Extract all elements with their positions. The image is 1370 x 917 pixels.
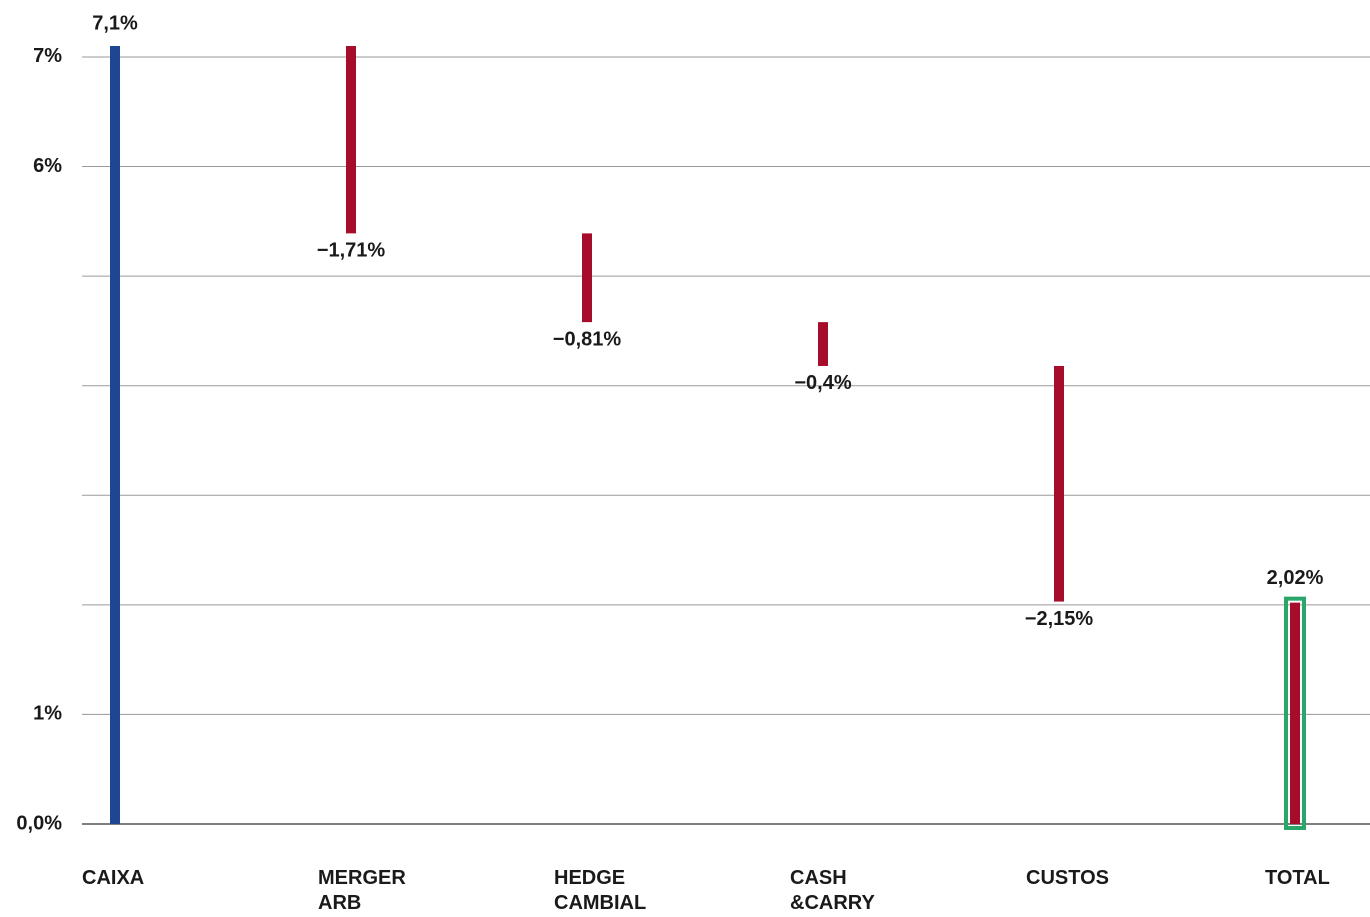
bar [1054, 365, 1064, 602]
y-tick-label: 1% [33, 703, 62, 725]
bar [346, 46, 356, 234]
value-label: −0,4% [794, 372, 851, 394]
x-tick-label: TOTAL [1265, 867, 1330, 889]
bar [582, 233, 592, 323]
x-tick-label: HEDGE CAMBIAL [554, 867, 647, 914]
y-tick-label: 0,0% [16, 812, 62, 834]
total-highlight [1284, 596, 1306, 830]
value-label: −1,71% [317, 240, 386, 262]
x-tick-label: CUSTOS [1026, 867, 1109, 889]
value-label: −2,15% [1025, 608, 1094, 630]
y-tick-label: 7% [33, 45, 62, 67]
x-tick-label: CAIXA [82, 867, 145, 889]
value-label: 2,02% [1267, 567, 1324, 589]
value-label: 7,1% [92, 12, 138, 34]
y-tick-label: 6% [33, 155, 62, 177]
bar [818, 322, 828, 366]
value-label: −0,81% [553, 328, 622, 350]
x-tick-label: MERGER ARB [318, 867, 406, 914]
bar [110, 46, 120, 824]
bar [1290, 602, 1300, 824]
x-tick-label: CASH &CARRY [790, 867, 875, 914]
